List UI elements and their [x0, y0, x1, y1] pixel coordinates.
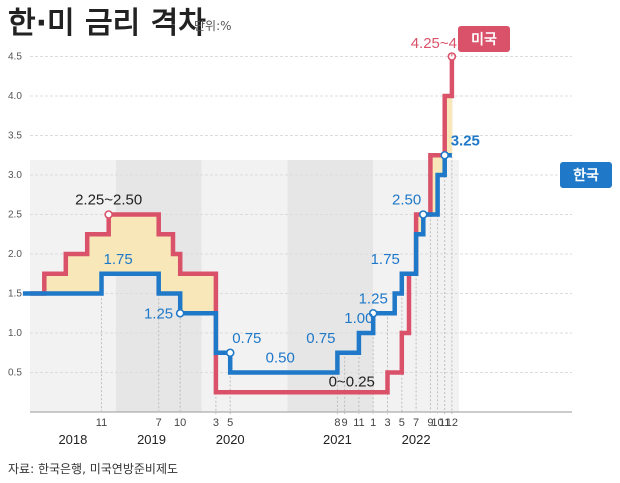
axis-labels: 0.51.01.52.02.53.03.54.04.511 7 10 3 5 8 9 11 1 3… — [8, 52, 458, 448]
x-month-label: 7 — [156, 417, 162, 429]
x-month-label: 5 — [399, 417, 405, 429]
page-title: 한·미 금리 격차 — [8, 6, 206, 41]
gap-segment — [122, 214, 131, 274]
series-tag-us: 미국 — [458, 26, 510, 52]
gap-segment — [80, 254, 88, 294]
y-tick-label: 1.5 — [8, 289, 22, 300]
y-tick-label: 3.5 — [8, 131, 22, 142]
data-label: 1.25 — [359, 290, 388, 307]
x-year-label: 2020 — [216, 432, 245, 447]
data-label: 0.75 — [232, 330, 261, 347]
x-month-label: 9 — [342, 417, 348, 429]
x-month-label: 10 — [174, 417, 186, 429]
gap-segment — [416, 214, 424, 235]
gap-segment — [144, 214, 152, 274]
data-label: 2.50 — [392, 192, 421, 209]
gap-segment — [58, 273, 67, 294]
data-markers — [104, 52, 457, 358]
gap-segment — [165, 234, 174, 294]
data-label: 0.75 — [306, 330, 335, 347]
data-marker — [175, 308, 185, 318]
data-label: 3.25 — [451, 132, 480, 149]
gap-segment — [130, 214, 138, 274]
data-label: 2.25~2.50 — [75, 192, 142, 209]
x-month-label: 10 — [431, 417, 443, 429]
x-month-label: 12 — [446, 417, 458, 429]
data-label: 0~0.25 — [329, 373, 375, 390]
x-month-label: 3 — [384, 417, 390, 429]
gap-segment — [430, 155, 438, 215]
gap-segment — [72, 254, 81, 294]
gap-segment — [137, 214, 145, 274]
y-tick-label: 2.5 — [8, 210, 22, 221]
gap-segment — [101, 234, 110, 274]
gap-segment — [194, 273, 202, 314]
gap-segment — [158, 234, 167, 294]
data-label: 1.75 — [104, 251, 133, 268]
gap-segment — [151, 214, 160, 274]
tag-label: 한국 — [573, 168, 599, 184]
gap-segment — [201, 273, 210, 314]
data-label: 0.50 — [266, 350, 295, 367]
y-tick-label: 4.5 — [8, 52, 22, 63]
x-month-label: 9 — [427, 417, 433, 429]
gap-segment — [173, 254, 181, 294]
x-month-label: 5 — [227, 417, 233, 429]
tag-box — [458, 26, 510, 52]
gap-segment — [108, 214, 117, 274]
y-tick-label: 1.0 — [8, 328, 22, 339]
unit-label: 단위:% — [194, 19, 232, 33]
x-month-label: 7 — [413, 417, 419, 429]
y-tick-label: 2.0 — [8, 249, 22, 260]
gap-fill-area — [44, 96, 453, 314]
gap-segment — [94, 234, 102, 294]
x-month-label: 1 — [370, 417, 376, 429]
gap-segment — [115, 214, 124, 274]
y-tick-label: 3.0 — [8, 170, 22, 181]
source-note: 자료: 한국은행, 미국연방준비제도 — [8, 461, 178, 476]
gap-segment — [51, 273, 59, 294]
x-month-label: 11 — [96, 417, 107, 429]
data-marker — [440, 150, 450, 160]
gap-segment — [44, 273, 52, 294]
x-year-label: 2022 — [402, 432, 431, 447]
x-month-label: 3 — [213, 417, 219, 429]
gap-segment — [87, 234, 95, 294]
gap-segment — [187, 273, 195, 314]
series-tag-korea: 한국 — [560, 162, 612, 188]
gap-segment — [180, 273, 188, 314]
gap-segment — [65, 254, 74, 294]
y-tick-label: 0.5 — [8, 368, 22, 379]
gap-segment — [437, 155, 446, 175]
data-label: 1.75 — [371, 251, 400, 268]
tag-box — [560, 162, 612, 188]
data-marker — [368, 308, 378, 318]
data-marker — [225, 348, 235, 358]
x-year-label: 2021 — [323, 432, 352, 447]
gap-segment — [444, 96, 453, 156]
data-label: 1.25 — [144, 305, 173, 322]
y-tick-label: 4.0 — [8, 91, 22, 102]
x-year-label: 2018 — [58, 432, 87, 447]
tag-label: 미국 — [471, 32, 497, 48]
gap-segment — [208, 273, 217, 314]
data-marker — [104, 210, 113, 219]
x-year-label: 2019 — [137, 432, 166, 447]
x-month-label: 11 — [353, 417, 364, 429]
data-label: 1.00 — [344, 310, 373, 327]
x-month-label: 8 — [334, 417, 340, 429]
x-month-label: 11 — [439, 417, 450, 429]
data-labels: 2.25~2.50 1.75 1.25 0.75 0.50 0.75 1.00 1.25 1.7… — [75, 35, 480, 390]
data-marker — [418, 210, 428, 219]
